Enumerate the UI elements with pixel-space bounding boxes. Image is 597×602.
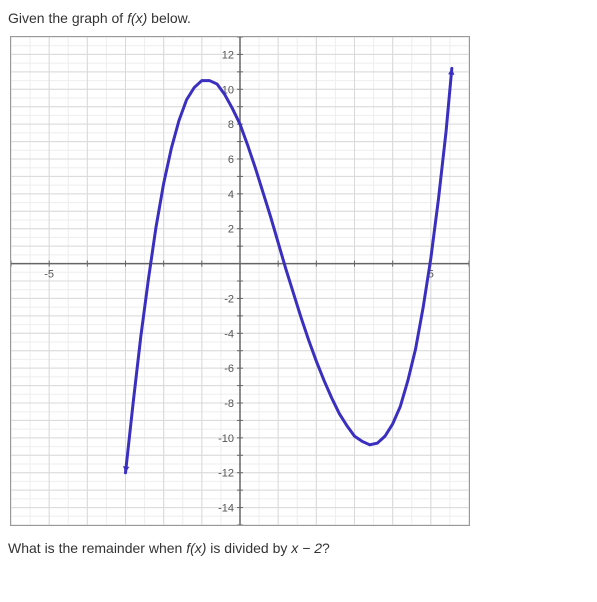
prompt-top-fx: f(x) [127, 10, 147, 26]
prompt-bottom-prefix: What is the remainder when [8, 540, 186, 556]
svg-text:-12: -12 [218, 468, 234, 480]
prompt-top: Given the graph of f(x) below. [8, 10, 589, 26]
svg-text:8: 8 [228, 119, 234, 131]
prompt-bottom-fx: f(x) [186, 540, 206, 556]
prompt-top-prefix: Given the graph of [8, 10, 127, 26]
svg-text:-5: -5 [44, 269, 54, 281]
prompt-top-suffix: below. [147, 10, 191, 26]
svg-text:4: 4 [228, 189, 234, 201]
svg-text:12: 12 [222, 49, 234, 61]
svg-text:-2: -2 [224, 293, 234, 305]
prompt-bottom-suffix: ? [322, 540, 330, 556]
chart-container: -5512108642-2-4-6-8-10-12-14 [10, 36, 470, 526]
svg-text:-14: -14 [218, 503, 234, 515]
svg-text:-6: -6 [224, 363, 234, 375]
svg-text:2: 2 [228, 224, 234, 236]
prompt-bottom: What is the remainder when f(x) is divid… [8, 540, 589, 556]
prompt-bottom-mid: is divided by [206, 540, 291, 556]
prompt-bottom-expr: x − 2 [291, 540, 322, 556]
svg-text:-4: -4 [224, 328, 234, 340]
chart-svg: -5512108642-2-4-6-8-10-12-14 [11, 37, 469, 525]
svg-text:6: 6 [228, 154, 234, 166]
svg-text:-8: -8 [224, 398, 234, 410]
svg-text:-10: -10 [218, 433, 234, 445]
